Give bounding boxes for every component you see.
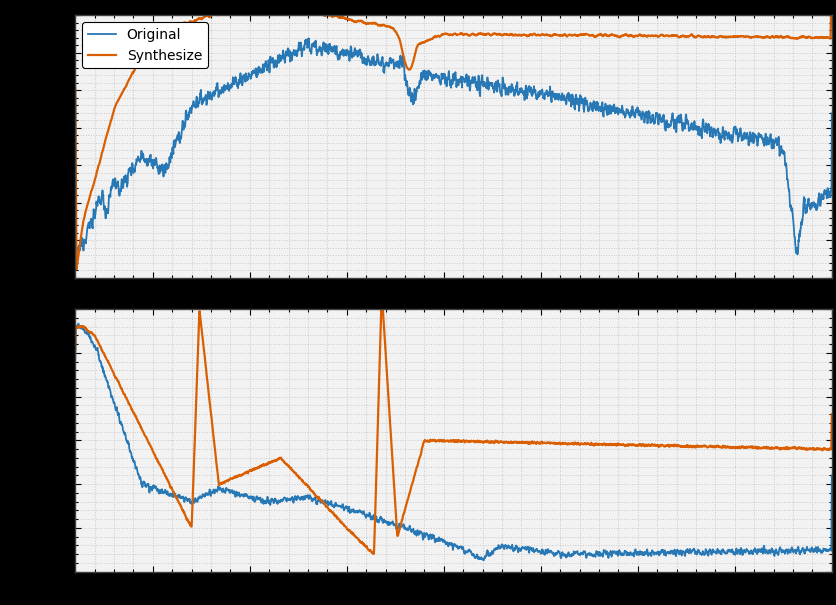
Original <box>70 76 80 83</box>
Line: Synthesize: Synthesize <box>75 0 832 269</box>
Synthesize <box>731 33 741 41</box>
Line: Original: Original <box>75 39 832 260</box>
Original <box>201 100 212 108</box>
Original <box>813 203 823 210</box>
Legend: Original, Synthesize: Original, Synthesize <box>82 22 207 68</box>
Synthesize <box>394 33 404 41</box>
Original <box>71 256 81 263</box>
Synthesize <box>360 19 370 27</box>
Original <box>361 57 371 64</box>
Original <box>731 130 741 137</box>
Synthesize <box>72 266 82 273</box>
Original <box>827 110 836 117</box>
Original <box>394 61 404 68</box>
Synthesize <box>812 34 822 41</box>
Original <box>303 35 314 42</box>
Synthesize <box>201 12 212 19</box>
Original <box>157 167 167 174</box>
Synthesize <box>157 29 167 36</box>
Synthesize <box>70 85 80 92</box>
